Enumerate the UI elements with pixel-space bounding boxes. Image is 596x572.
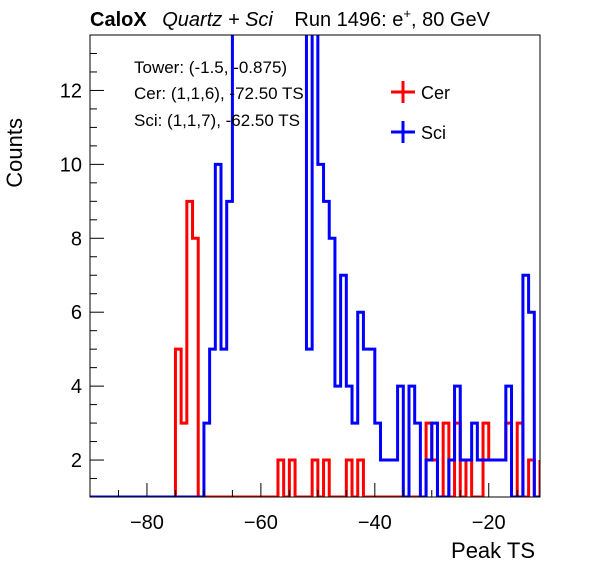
config-label: Quartz + Sci bbox=[162, 9, 273, 31]
run-label: Run 1496: e bbox=[294, 9, 403, 31]
y-tick-label: 2 bbox=[71, 450, 82, 472]
y-tick-label: 12 bbox=[60, 80, 82, 102]
series-layer bbox=[90, 35, 540, 497]
legend-label: Cer bbox=[421, 83, 450, 103]
cer-info: Cer: (1,1,6), -72.50 TS bbox=[134, 84, 304, 103]
legend: Cer Sci bbox=[391, 81, 450, 143]
legend-entry-sci: Sci bbox=[391, 121, 446, 143]
x-axis: −80 −60 −40 −20 bbox=[89, 483, 518, 534]
x-axis-title: Peak TS bbox=[451, 538, 535, 563]
x-tick-label: −80 bbox=[130, 512, 164, 534]
info-box: Tower: (-1.5, -0.875) Cer: (1,1,6), -72.… bbox=[134, 58, 304, 130]
y-tick-label: 8 bbox=[71, 228, 82, 250]
run-energy: , 80 GeV bbox=[411, 9, 491, 31]
x-tick-label: −20 bbox=[472, 512, 506, 534]
plot-frame bbox=[89, 34, 541, 498]
y-tick-label: 10 bbox=[60, 154, 82, 176]
y-tick-label: 6 bbox=[71, 302, 82, 324]
y-axis-title: Counts bbox=[2, 118, 27, 188]
run-charge: + bbox=[403, 6, 411, 21]
series-sci-line bbox=[90, 35, 540, 497]
legend-entry-cer: Cer bbox=[391, 81, 450, 103]
plot-area: −80 −60 −40 −20 2 4 6 8 10 12 bbox=[60, 34, 541, 534]
legend-label: Sci bbox=[421, 123, 446, 143]
experiment-label: CaloX bbox=[90, 9, 147, 31]
y-tick-label: 4 bbox=[71, 376, 82, 398]
tower-info: Tower: (-1.5, -0.875) bbox=[134, 58, 287, 77]
x-tick-label: −40 bbox=[358, 512, 392, 534]
y-axis: 2 4 6 8 10 12 bbox=[60, 34, 104, 498]
sci-info: Sci: (1,1,7), -62.50 TS bbox=[134, 111, 300, 130]
chart-header: CaloX Quartz + Sci Run 1496: e+, 80 GeV bbox=[90, 6, 491, 31]
series-cer-line bbox=[90, 199, 540, 497]
x-tick-label: −60 bbox=[244, 512, 278, 534]
